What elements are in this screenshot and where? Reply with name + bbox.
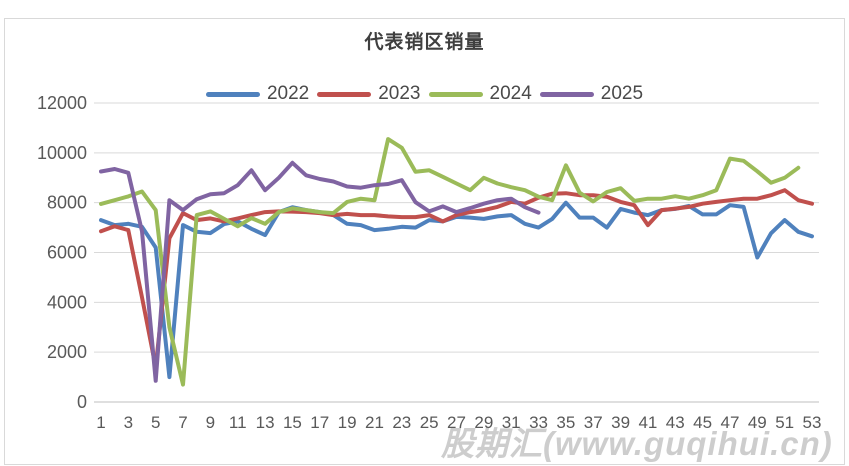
x-tick-label: 21 [365, 413, 384, 432]
y-tick-label: 2000 [47, 342, 87, 362]
legend-swatch-2023 [317, 91, 372, 97]
x-tick-label: 17 [310, 413, 329, 432]
x-tick-label: 45 [693, 413, 712, 432]
x-tick-label: 31 [502, 413, 521, 432]
x-tick-label: 27 [447, 413, 466, 432]
y-tick-label: 8000 [47, 193, 87, 213]
y-tick-label: 4000 [47, 292, 87, 312]
legend-label-2025: 2025 [600, 83, 644, 104]
x-tick-label: 29 [474, 413, 493, 432]
legend-item-2022: 2022 [205, 83, 310, 105]
legend-swatch-2022 [205, 91, 260, 97]
legend-item-2025: 2025 [539, 83, 644, 105]
legend-swatch-2025 [539, 91, 594, 97]
series-line-2022 [99, 200, 814, 380]
legend-label-2023: 2023 [378, 83, 421, 104]
chart-title: 代表销区销量 [364, 32, 485, 53]
legend-label-2024: 2024 [489, 83, 532, 104]
x-tick-label: 37 [584, 413, 603, 432]
watermark: 股期汇(www.guqihui.cn) [441, 425, 833, 462]
legend-item-2023: 2023 [317, 83, 421, 105]
x-tick-label: 1 [96, 413, 105, 432]
x-tick-label: 49 [748, 413, 767, 432]
y-tick-label: 6000 [47, 243, 87, 263]
x-tick-label: 9 [206, 413, 215, 432]
x-tick-label: 19 [338, 413, 357, 432]
x-tick-label: 23 [392, 413, 411, 432]
x-tick-label: 7 [178, 413, 187, 432]
x-tick-label: 25 [420, 413, 439, 432]
x-tick-label: 43 [666, 413, 685, 432]
x-tick-label: 13 [256, 413, 275, 432]
x-tick-label: 35 [556, 413, 575, 432]
x-tick-label: 51 [775, 413, 794, 432]
legend-label-2022: 2022 [266, 83, 310, 104]
x-tick-label: 33 [529, 413, 548, 432]
x-tick-label: 5 [151, 413, 160, 432]
series-line-2023 [99, 188, 814, 370]
x-tick-label: 41 [638, 413, 657, 432]
x-tick-label: 47 [721, 413, 740, 432]
y-tick-label: 0 [77, 392, 87, 412]
legend-swatch-2024 [428, 91, 483, 97]
chart-legend: 2022 2023 2024 2025 [5, 83, 844, 105]
x-tick-label: 39 [611, 413, 630, 432]
y-tick-label: 10000 [37, 143, 87, 163]
x-tick-label: 15 [283, 413, 302, 432]
chart-frame: 代表销区销量 2022 2023 2024 2025 股期汇(www.guqihui.… [4, 18, 845, 465]
x-tick-label: 3 [124, 413, 133, 432]
series-line-2024 [99, 137, 801, 387]
x-tick-label: 11 [229, 413, 247, 432]
y-tick-label: 12000 [37, 93, 87, 113]
x-tick-label: 53 [803, 413, 822, 432]
series-line-2025 [99, 160, 541, 383]
legend-item-2024: 2024 [428, 83, 532, 105]
